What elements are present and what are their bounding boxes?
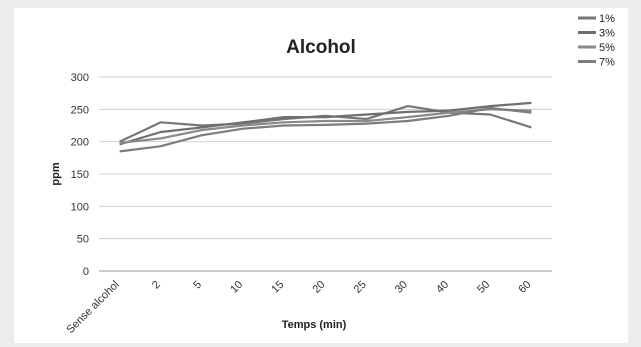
y-tick-label: 0 bbox=[83, 266, 89, 278]
x-tick-label: 2 bbox=[150, 279, 163, 292]
legend-label: 5% bbox=[599, 42, 615, 54]
legend-label: 3% bbox=[599, 28, 615, 40]
legend-label: 7% bbox=[599, 57, 615, 69]
chart-title: Alcohol bbox=[286, 37, 356, 58]
x-tick-label: Sense alcohol bbox=[64, 279, 121, 336]
chart-frame: 0 50 100 150 200 250 300 Sense alcohol 2 5 10 15 20 2… bbox=[14, 8, 628, 343]
series-line-2 bbox=[119, 101, 532, 146]
legend: 1% 3% 5% 7% bbox=[578, 13, 615, 69]
x-tick-label: 15 bbox=[269, 279, 286, 296]
series-lines bbox=[119, 101, 532, 153]
series-line-4 bbox=[119, 106, 532, 153]
legend-label: 1% bbox=[599, 13, 615, 25]
y-tick-label: 50 bbox=[77, 234, 89, 246]
y-tick-label: 250 bbox=[71, 104, 89, 116]
x-tick-label: 60 bbox=[516, 279, 533, 296]
x-tick-label: 50 bbox=[475, 279, 492, 296]
x-tick-label: 30 bbox=[393, 279, 410, 296]
y-axis-label: ppm bbox=[50, 162, 62, 185]
x-tick-label: 5 bbox=[191, 279, 204, 292]
x-tick-label: 10 bbox=[228, 279, 245, 296]
series-line-3 bbox=[119, 108, 532, 145]
x-tick-label: 25 bbox=[352, 279, 369, 296]
x-axis-label: Temps (min) bbox=[282, 319, 347, 331]
y-tick-label: 100 bbox=[71, 201, 89, 213]
y-tick-label: 150 bbox=[71, 169, 89, 181]
y-tick-label: 200 bbox=[71, 137, 89, 149]
y-tick-label: 300 bbox=[71, 72, 89, 84]
x-tick-label: 40 bbox=[434, 279, 451, 296]
x-tick-label: 20 bbox=[310, 279, 327, 296]
